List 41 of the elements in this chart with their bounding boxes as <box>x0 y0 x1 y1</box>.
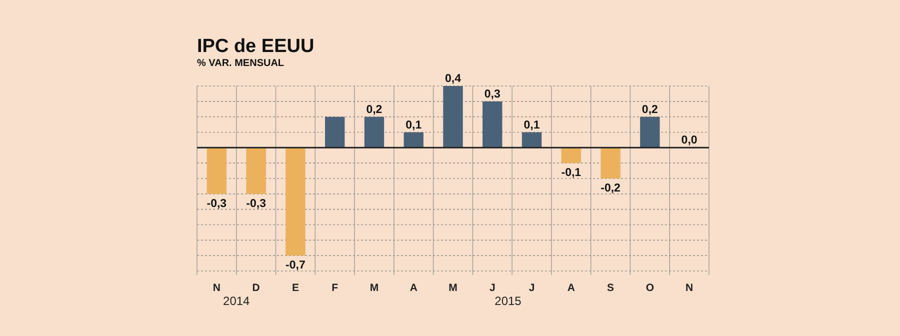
bar <box>206 148 227 194</box>
bar <box>482 101 502 148</box>
x-tick-label: N <box>212 282 220 294</box>
data-label: 0,2 <box>642 104 658 116</box>
data-label: 0,3 <box>484 88 500 100</box>
x-tick-label: J <box>489 282 496 294</box>
x-tick-label: M <box>448 282 458 294</box>
data-label: 0,1 <box>524 119 540 132</box>
text: 2015 <box>494 294 522 308</box>
text: 2014 <box>223 294 250 308</box>
bar <box>364 116 384 148</box>
bar <box>640 116 660 148</box>
data-label: 0,2 <box>366 104 382 116</box>
data-label: -0,7 <box>286 260 306 272</box>
x-tick-label: N <box>686 282 694 294</box>
data-label: -0,3 <box>246 198 266 210</box>
data-label: -0,1 <box>561 167 582 180</box>
x-tick-label: D <box>252 282 260 294</box>
chart-subtitle: % VAR. MENSUAL <box>197 58 284 69</box>
x-tick-label: A <box>410 282 418 294</box>
x-tick-label: E <box>292 282 299 294</box>
x-tick-label: F <box>332 282 339 294</box>
bar <box>600 148 620 178</box>
x-tick-label: S <box>607 282 614 294</box>
bar <box>561 148 581 164</box>
x-tick-label: J <box>528 282 535 294</box>
data-label: -0,2 <box>600 182 620 194</box>
chart-title: IPC de EEUU <box>197 36 314 57</box>
bar <box>325 116 345 148</box>
bar <box>443 86 463 148</box>
bar <box>522 132 542 148</box>
data-label: 0,1 <box>406 119 422 132</box>
x-tick-label: M <box>370 282 379 294</box>
bar <box>246 148 266 194</box>
data-label: 0,4 <box>445 73 462 85</box>
bar <box>404 132 424 148</box>
data-label: 0,0 <box>681 134 698 147</box>
data-label: -0,3 <box>206 198 227 210</box>
x-tick-label: A <box>567 282 576 294</box>
x-tick-label: O <box>646 282 654 294</box>
bar <box>286 148 306 256</box>
